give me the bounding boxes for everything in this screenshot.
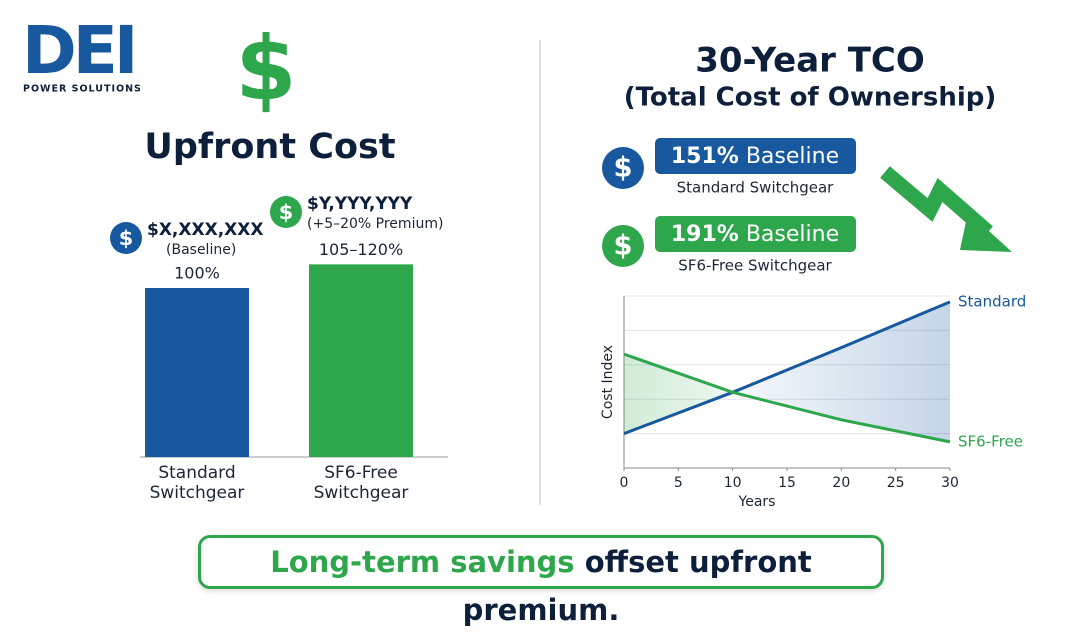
x-tick-label: 5 (674, 475, 683, 491)
x-axis-label: Years (738, 494, 776, 510)
x-tick-label: 10 (724, 475, 742, 491)
callout-pill (655, 138, 856, 174)
x-tick-label: 0 (620, 475, 629, 491)
series-label: Standard (958, 292, 1026, 310)
x-tick-label: Standard Switchgear (149, 463, 245, 503)
callout-value: 151% Baseline (671, 144, 839, 169)
callout-caption: Standard Switchgear (677, 179, 835, 197)
icon-glyph: $ (279, 200, 293, 224)
x-tick-label: 25 (887, 475, 905, 491)
value-label: 100% (174, 264, 220, 283)
note-annotation: (Baseline) (166, 242, 236, 258)
price-annotation: $X,XXX,XXX (147, 220, 264, 240)
icon-circle (110, 222, 142, 254)
icon-circle (270, 196, 302, 228)
logo-subtitle: POWER SOLUTIONS (23, 84, 142, 95)
dollar-icon: $ (235, 17, 296, 120)
callout-caption: SF6-Free Switchgear (678, 257, 832, 275)
icon-circle (602, 147, 644, 189)
x-tick-label: SF6-Free Switchgear (313, 463, 409, 503)
icon-glyph: $ (614, 153, 633, 184)
x-tick-label: 30 (941, 475, 959, 491)
series-line (623, 300, 951, 436)
chart-title: 30-Year TCO (695, 41, 925, 81)
trend-arrow (880, 166, 1012, 252)
arrow-head (960, 212, 1012, 252)
logo-title: DEI (22, 12, 134, 89)
callout-value: 191% Baseline (671, 222, 839, 247)
canvas: DEI POWER SOLUTIONS $ Upfront Cost 30-Ye… (22, 12, 1026, 510)
callout-label: Baseline (746, 144, 839, 169)
icon-circle (602, 225, 644, 267)
bar (309, 264, 413, 457)
callout-percent: 191% (671, 222, 739, 247)
arrow-body (880, 166, 993, 238)
page: DEI POWER SOLUTIONS $ Upfront Cost 30-Ye… (22, 12, 1027, 627)
y-axis-label: Cost Index (600, 345, 616, 419)
callout-label: Baseline (746, 222, 839, 247)
chart-subtitle: (Total Cost of Ownership) (624, 83, 997, 113)
x-tick-label: 15 (778, 475, 796, 491)
note-annotation: (+5–20% Premium) (307, 216, 443, 232)
price-annotation: $Y,YYY,YYY (307, 194, 413, 214)
series-label: SF6-Free (958, 432, 1023, 450)
callout-pill (655, 216, 856, 252)
footer: Long-term savings offset upfront premium… (198, 535, 884, 627)
icon-glyph: $ (614, 231, 633, 262)
bar (145, 288, 249, 457)
callout-percent: 151% (671, 144, 739, 169)
icon-glyph: $ (119, 226, 133, 250)
value-label: 105–120% (319, 240, 403, 259)
x-tick-label: 20 (832, 475, 850, 491)
chart-title: Upfront Cost (144, 127, 395, 167)
series-line (623, 352, 951, 444)
footer-highlight: Long-term savings (270, 545, 575, 579)
